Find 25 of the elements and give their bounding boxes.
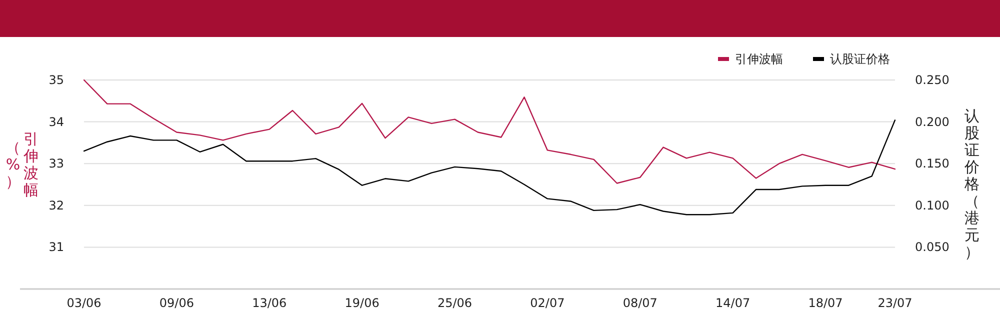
y-tick-label: 31 [48, 240, 64, 254]
y2-tick-label: 0.150 [915, 156, 950, 171]
x-tick-label: 09/06 [159, 296, 194, 310]
y2-tick-label: 0.200 [915, 114, 950, 129]
y2-tick-label: 0.100 [915, 198, 950, 212]
legend-label: 引伸波幅 [735, 52, 783, 66]
y-tick-label: 32 [48, 198, 64, 212]
x-tick-label: 19/06 [344, 296, 380, 310]
x-tick-label: 03/06 [66, 296, 102, 310]
x-tick-label: 23/07 [878, 296, 912, 310]
y-tick-label: 35 [48, 73, 64, 87]
x-tick-label: 14/07 [716, 296, 750, 310]
x-tick-label: 02/07 [530, 296, 565, 310]
y2-tick-label: 0.050 [915, 240, 950, 254]
x-tick-label: 08/07 [622, 296, 658, 310]
text: 认股证价格（港元） [964, 107, 980, 261]
y-tick-label: 34 [48, 114, 64, 129]
x-tick-label: 25/06 [437, 296, 472, 310]
legend-label: 认股证价格 [830, 52, 890, 66]
y2-tick-label: 0.250 [915, 73, 950, 87]
x-tick-label: 18/07 [808, 296, 843, 310]
x-tick-label: 13/06 [252, 296, 287, 310]
line-series [83, 120, 896, 216]
y-tick-label: 33 [48, 156, 64, 171]
line-series [83, 79, 896, 184]
